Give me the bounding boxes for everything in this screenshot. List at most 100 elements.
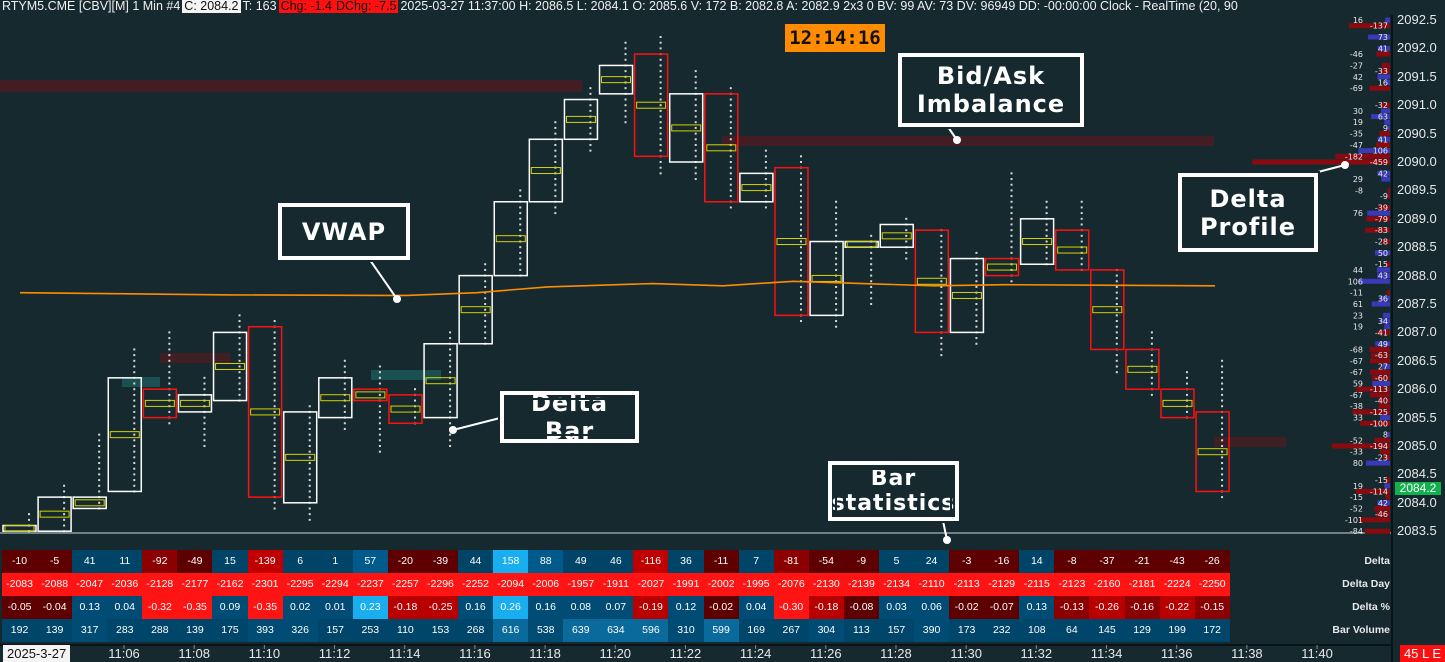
poc-marker (39, 510, 70, 518)
delta-profile-value: -67 (1350, 391, 1363, 400)
footprint-tick (378, 422, 381, 425)
footprint-tick (378, 433, 381, 436)
footprint-tick (659, 98, 662, 101)
candle-down (388, 394, 423, 425)
footprint-tick (133, 410, 136, 413)
poc-marker (776, 238, 807, 246)
stat-row-label: Bar Volume (1332, 624, 1390, 636)
stat-cell: 7 (738, 550, 774, 573)
footprint-tick (835, 291, 838, 294)
footprint-tick (484, 320, 487, 323)
footprint-tick (273, 467, 276, 470)
footprint-tick (413, 416, 416, 419)
stat-cell: -20 (387, 550, 423, 573)
price-label: 2089.0 (1397, 210, 1437, 226)
footprint-tick (343, 405, 346, 408)
footprint-tick (659, 166, 662, 169)
stat-cell: -2006 (528, 573, 564, 596)
stat-cell: 317 (72, 619, 108, 642)
delta-profile-bar (1380, 415, 1390, 421)
footprint-tick (975, 268, 978, 271)
delta-profile-value: -69 (1350, 84, 1363, 93)
footprint-tick (133, 422, 136, 425)
stat-cell: 64 (1054, 619, 1090, 642)
delta-profile-bar (1377, 170, 1390, 176)
footprint-tick (694, 87, 697, 90)
delta-profile-value: -38 (1350, 402, 1363, 411)
delta-profile-bar (1385, 17, 1390, 23)
delta-profile-value: 41 (1378, 135, 1388, 144)
delta-profile-bar (1252, 159, 1390, 165)
time-axis[interactable]: 11:06 11:08 11:10 11:12 11:14 11:16 11:18 11:20… (0, 645, 1400, 662)
footprint-bar (282, 405, 318, 521)
stat-cell: -2113 (949, 573, 985, 596)
stat-cell: 41 (72, 550, 108, 573)
footprint-tick (1150, 337, 1153, 340)
stat-cell: 639 (563, 619, 599, 642)
stat-cell: -2076 (773, 573, 809, 596)
stat-cell: 0.16 (528, 596, 564, 619)
footprint-tick (168, 354, 171, 357)
footprint-tick (940, 280, 943, 283)
delta-profile-value: 23 (1353, 311, 1363, 320)
footprint-tick (413, 399, 416, 402)
footprint-tick (133, 348, 136, 351)
footprint-tick (1221, 371, 1224, 374)
footprint-tick (870, 251, 873, 254)
stat-cell: -11 (703, 550, 739, 573)
delta-profile-value: -33 (1350, 448, 1363, 457)
footprint-tick (554, 143, 557, 146)
footprint-tick (1115, 320, 1118, 323)
stat-cell: -139 (247, 550, 283, 573)
delta-profile-value: 19 (1353, 323, 1363, 332)
footprint-tick (1185, 410, 1188, 413)
footprint-tick (624, 47, 627, 50)
stat-cell: 268 (458, 619, 494, 642)
stat-cell: 0.04 (738, 596, 774, 619)
delta-profile-value: 63 (1378, 113, 1388, 122)
footprint-tick (729, 98, 732, 101)
footprint-tick (168, 382, 171, 385)
footprint-tick (1150, 393, 1153, 396)
stat-cell: -8 (1054, 550, 1090, 573)
stat-row-dpct: -0.05 -0.04 0.13 0.04 -0.32 -0.35 0.09 -0.35 0.0… (2, 596, 1230, 619)
stat-cell: -2115 (1019, 573, 1055, 596)
candle-up (72, 496, 107, 510)
footprint-tick (449, 399, 452, 402)
footprint-tick (308, 479, 311, 482)
footprint-bar (458, 263, 493, 345)
footprint-tick (378, 416, 381, 419)
stat-cell: -81 (773, 550, 809, 573)
footprint-tick (799, 240, 802, 243)
delta-profile-value: 34 (1378, 317, 1388, 326)
delta-profile-value: -15 (1375, 260, 1388, 269)
footprint-tick (799, 206, 802, 209)
footprint-tick (870, 268, 873, 271)
delta-profile-bar (1379, 131, 1390, 137)
footprint-tick (519, 263, 522, 266)
poc-marker (355, 391, 386, 399)
footprint-tick (940, 308, 943, 311)
footprint-bar (2, 513, 37, 533)
footprint-tick (133, 433, 136, 436)
footprint-tick (1115, 371, 1118, 374)
delta-profile-bar (1356, 386, 1390, 392)
footprint-tick (905, 251, 908, 254)
footprint-tick (238, 342, 241, 345)
time-label: 11:24 (739, 646, 772, 661)
annotation-dot (943, 536, 951, 544)
delta-profile-bar (1368, 34, 1390, 40)
footprint-tick (799, 200, 802, 203)
footprint-tick (940, 337, 943, 340)
delta-profile-bar (1359, 517, 1390, 523)
annotation-connector (369, 259, 398, 300)
footprint-tick (1221, 365, 1224, 368)
poc-marker (706, 144, 737, 152)
footprint-tick (1185, 376, 1188, 379)
footprint-tick (1185, 393, 1188, 396)
footprint-tick (133, 371, 136, 374)
delta-profile-bar (1385, 261, 1390, 267)
delta-profile-value: 16 (1353, 16, 1363, 25)
footprint-tick (273, 331, 276, 334)
